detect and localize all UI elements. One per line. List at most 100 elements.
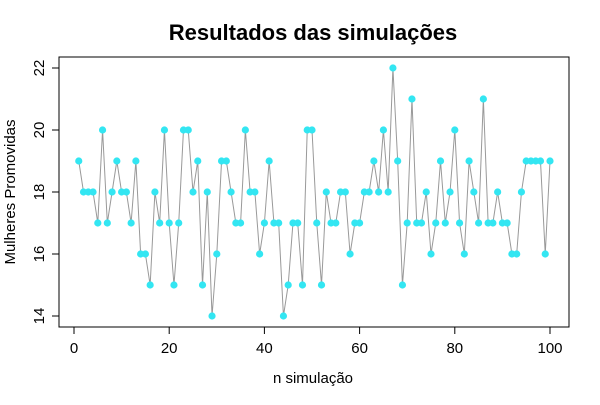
y-tick-label: 14 [31,308,48,325]
x-axis-label: n simulação [273,370,353,387]
data-point [184,126,192,134]
x-tick-label: 100 [537,340,562,357]
data-point [256,250,264,258]
data-point [494,188,502,196]
series-line-group [78,67,551,317]
data-point [408,95,416,103]
data-point [313,219,321,227]
data-point [94,219,102,227]
data-point [237,219,245,227]
x-tick-label: 20 [161,340,178,357]
data-point [298,281,307,289]
data-point [260,219,268,227]
data-point [294,219,302,227]
y-tick-label: 16 [31,246,48,263]
data-point [308,126,316,134]
data-point [475,219,483,227]
data-point [275,219,283,227]
plot-frame [58,56,570,328]
data-point [170,281,178,289]
data-point [375,188,383,196]
data-point [541,250,549,258]
x-tick-label: 60 [351,340,368,357]
data-point [151,188,159,196]
data-point [317,281,326,289]
y-axis-label: Mulheres Promovidas [2,119,19,264]
data-point [384,188,392,196]
data-point [427,250,435,258]
data-point [432,219,440,227]
data-point [213,250,221,258]
data-point [479,95,487,103]
data-point [417,219,426,227]
data-point [108,188,116,196]
data-point [470,188,478,196]
data-point [465,157,473,165]
data-point [132,157,140,165]
y-tick-label: 20 [31,122,48,139]
data-point [322,188,330,196]
data-point [356,219,364,227]
data-point [98,126,107,134]
data-point [451,126,459,134]
data-point [503,219,511,227]
y-tick-label: 22 [31,60,48,77]
data-point [394,157,402,165]
chart-title: Resultados das simulações [169,20,458,45]
data-point [227,188,235,196]
x-tick-label: 80 [446,340,463,357]
data-point [165,219,173,227]
data-point [127,219,135,227]
data-point [175,219,183,227]
data-point [403,219,411,227]
data-point [265,157,273,165]
data-point [365,188,373,196]
data-point [198,281,207,289]
data-point [75,157,83,165]
data-point [460,250,468,258]
data-point [370,157,378,165]
data-point [546,157,554,165]
x-axis: 0 20 40 60 80 100 [70,326,563,357]
y-tick-label: 18 [31,184,48,201]
data-point [279,312,288,320]
data-point [284,281,292,289]
data-point [441,219,449,227]
x-tick-label: 40 [256,340,273,357]
data-point [517,188,526,196]
data-point [332,219,340,227]
x-tick-label: 0 [70,340,78,357]
y-axis: 14 16 18 20 22 [31,60,60,325]
series-line [78,67,551,317]
data-point [194,157,202,165]
data-point [222,157,230,165]
data-point [203,188,211,196]
data-point [122,188,130,196]
data-point [422,188,430,196]
data-point [513,250,521,258]
data-point [436,157,445,165]
data-point [536,157,545,165]
data-point [398,281,407,289]
data-point [379,126,387,134]
data-point [146,281,154,289]
data-point [160,126,169,134]
data-point [141,250,149,258]
data-point [241,126,249,134]
data-point [208,312,216,320]
data-point [341,188,349,196]
data-points-group [75,64,554,320]
data-point [489,219,497,227]
data-point [156,219,164,227]
data-point [89,188,97,196]
data-point [389,64,397,72]
data-point [103,219,111,227]
data-point [455,219,464,227]
data-point [446,188,454,196]
data-point [346,250,354,258]
data-point [189,188,197,196]
data-point [113,157,121,165]
data-point [251,188,259,196]
